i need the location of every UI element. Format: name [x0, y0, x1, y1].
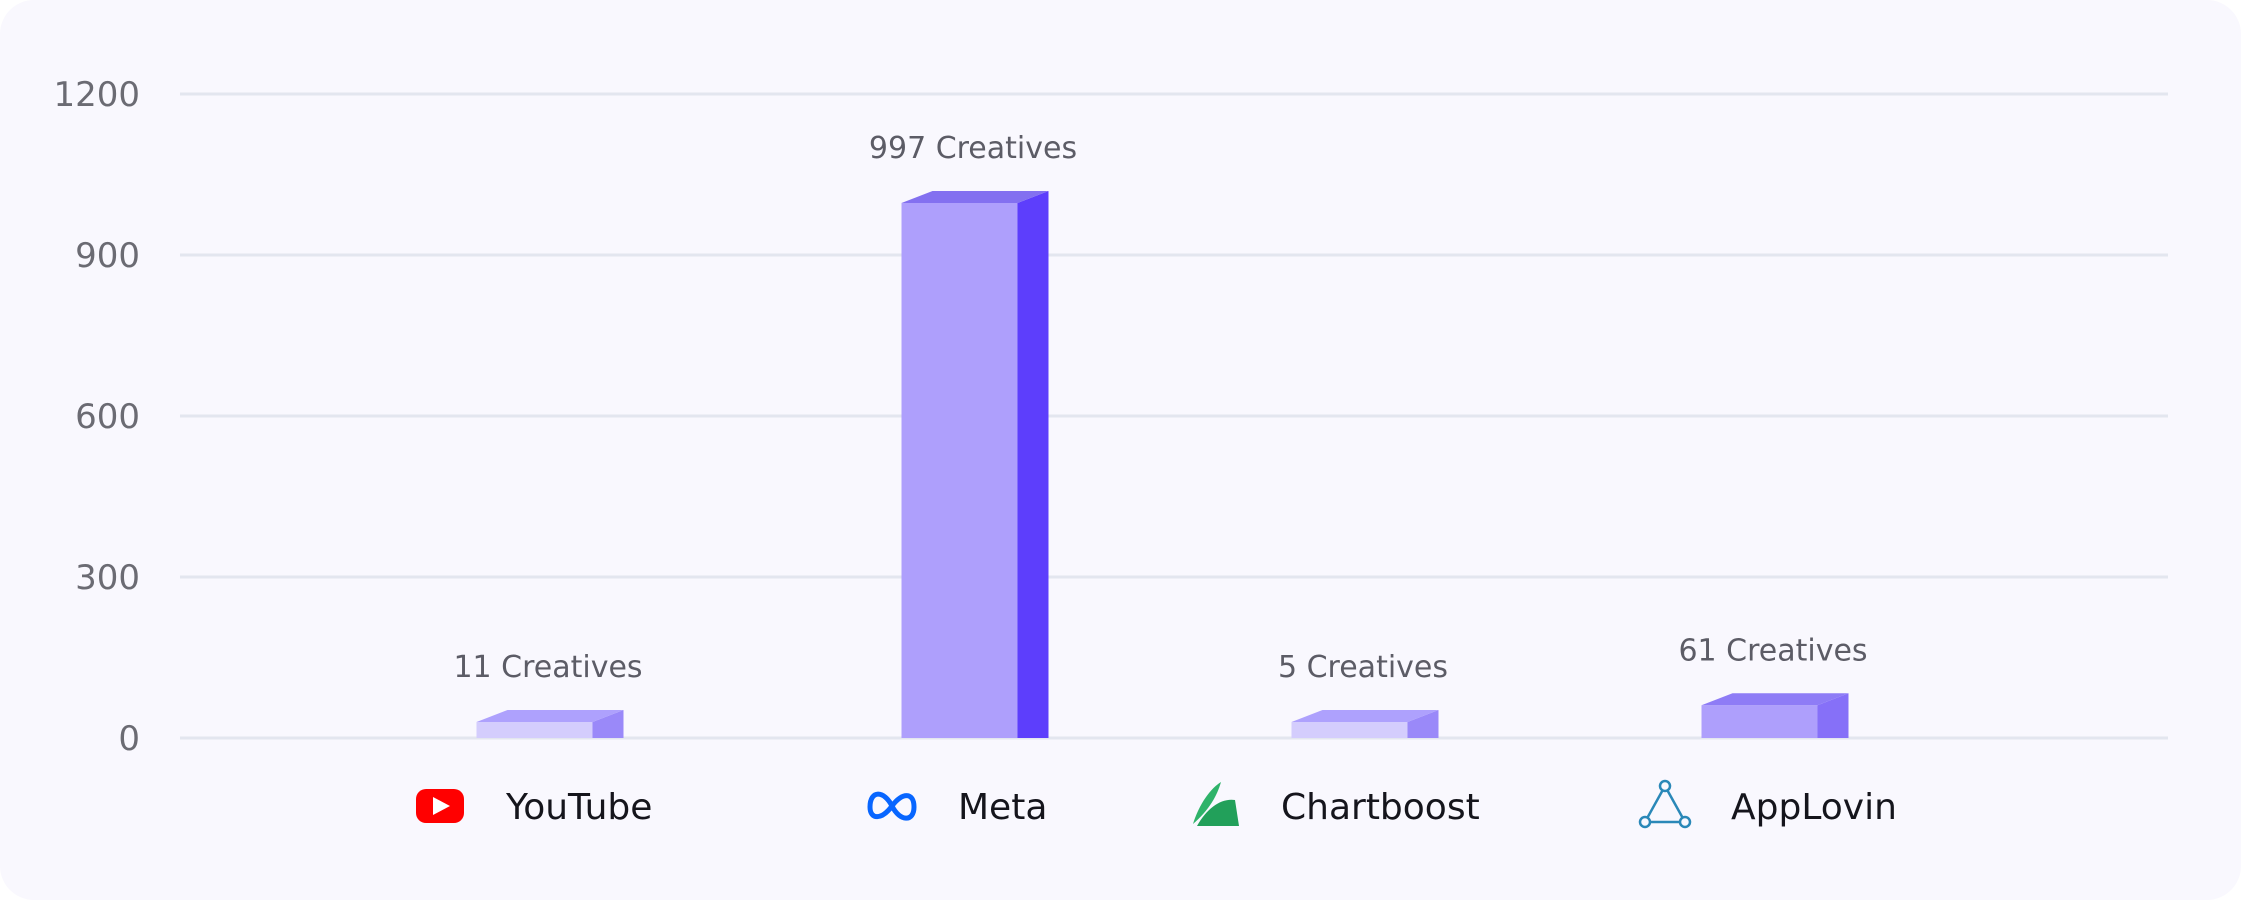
bar-value-label: 5 Creatives [1278, 650, 1448, 685]
youtube-icon [416, 789, 464, 823]
y-tick-label: 300 [75, 558, 140, 598]
y-tick-label: 600 [75, 397, 140, 437]
bar-top-face [476, 710, 624, 722]
bar-value-label: 11 Creatives [453, 650, 642, 685]
category-label: YouTube [505, 787, 652, 828]
y-tick-label: 0 [118, 719, 140, 759]
category-label: Chartboost [1281, 787, 1480, 828]
bar-side-face [1407, 710, 1439, 738]
bar-top-face [901, 190, 1049, 203]
bar-front-face [476, 722, 593, 738]
category-label: AppLovin [1731, 787, 1897, 828]
y-axis-ticks: 0 300 600 900 1200 [53, 75, 140, 759]
value-labels: 11 Creatives 997 Creatives 5 Creatives 61 C… [453, 131, 1867, 685]
bar-youtube [476, 710, 624, 738]
bar-side-face [1817, 693, 1849, 738]
bar-front-face [1291, 722, 1408, 738]
bar-front-face [901, 202, 1018, 738]
bar-top-face [1291, 710, 1439, 722]
bar-side-face [1017, 190, 1049, 738]
bar-value-label: 997 Creatives [869, 131, 1077, 166]
bar-side-face [592, 710, 624, 738]
y-tick-label: 900 [75, 236, 140, 276]
bar-value-label: 61 Creatives [1678, 633, 1867, 668]
bar-top-face [1701, 693, 1849, 706]
applovin-icon [1638, 779, 1692, 829]
bar-meta [901, 190, 1049, 738]
bar-chartboost [1291, 710, 1439, 738]
meta-icon [867, 791, 917, 821]
category-label: Meta [958, 787, 1047, 828]
gridlines [180, 92, 2168, 740]
bar-front-face [1701, 705, 1818, 738]
bars [476, 190, 1849, 738]
x-axis-categories: YouTube Meta Chartboost AppLovin [416, 779, 1897, 829]
bar-applovin [1701, 693, 1849, 738]
y-tick-label: 1200 [53, 75, 140, 115]
chartboost-icon [1193, 782, 1239, 826]
